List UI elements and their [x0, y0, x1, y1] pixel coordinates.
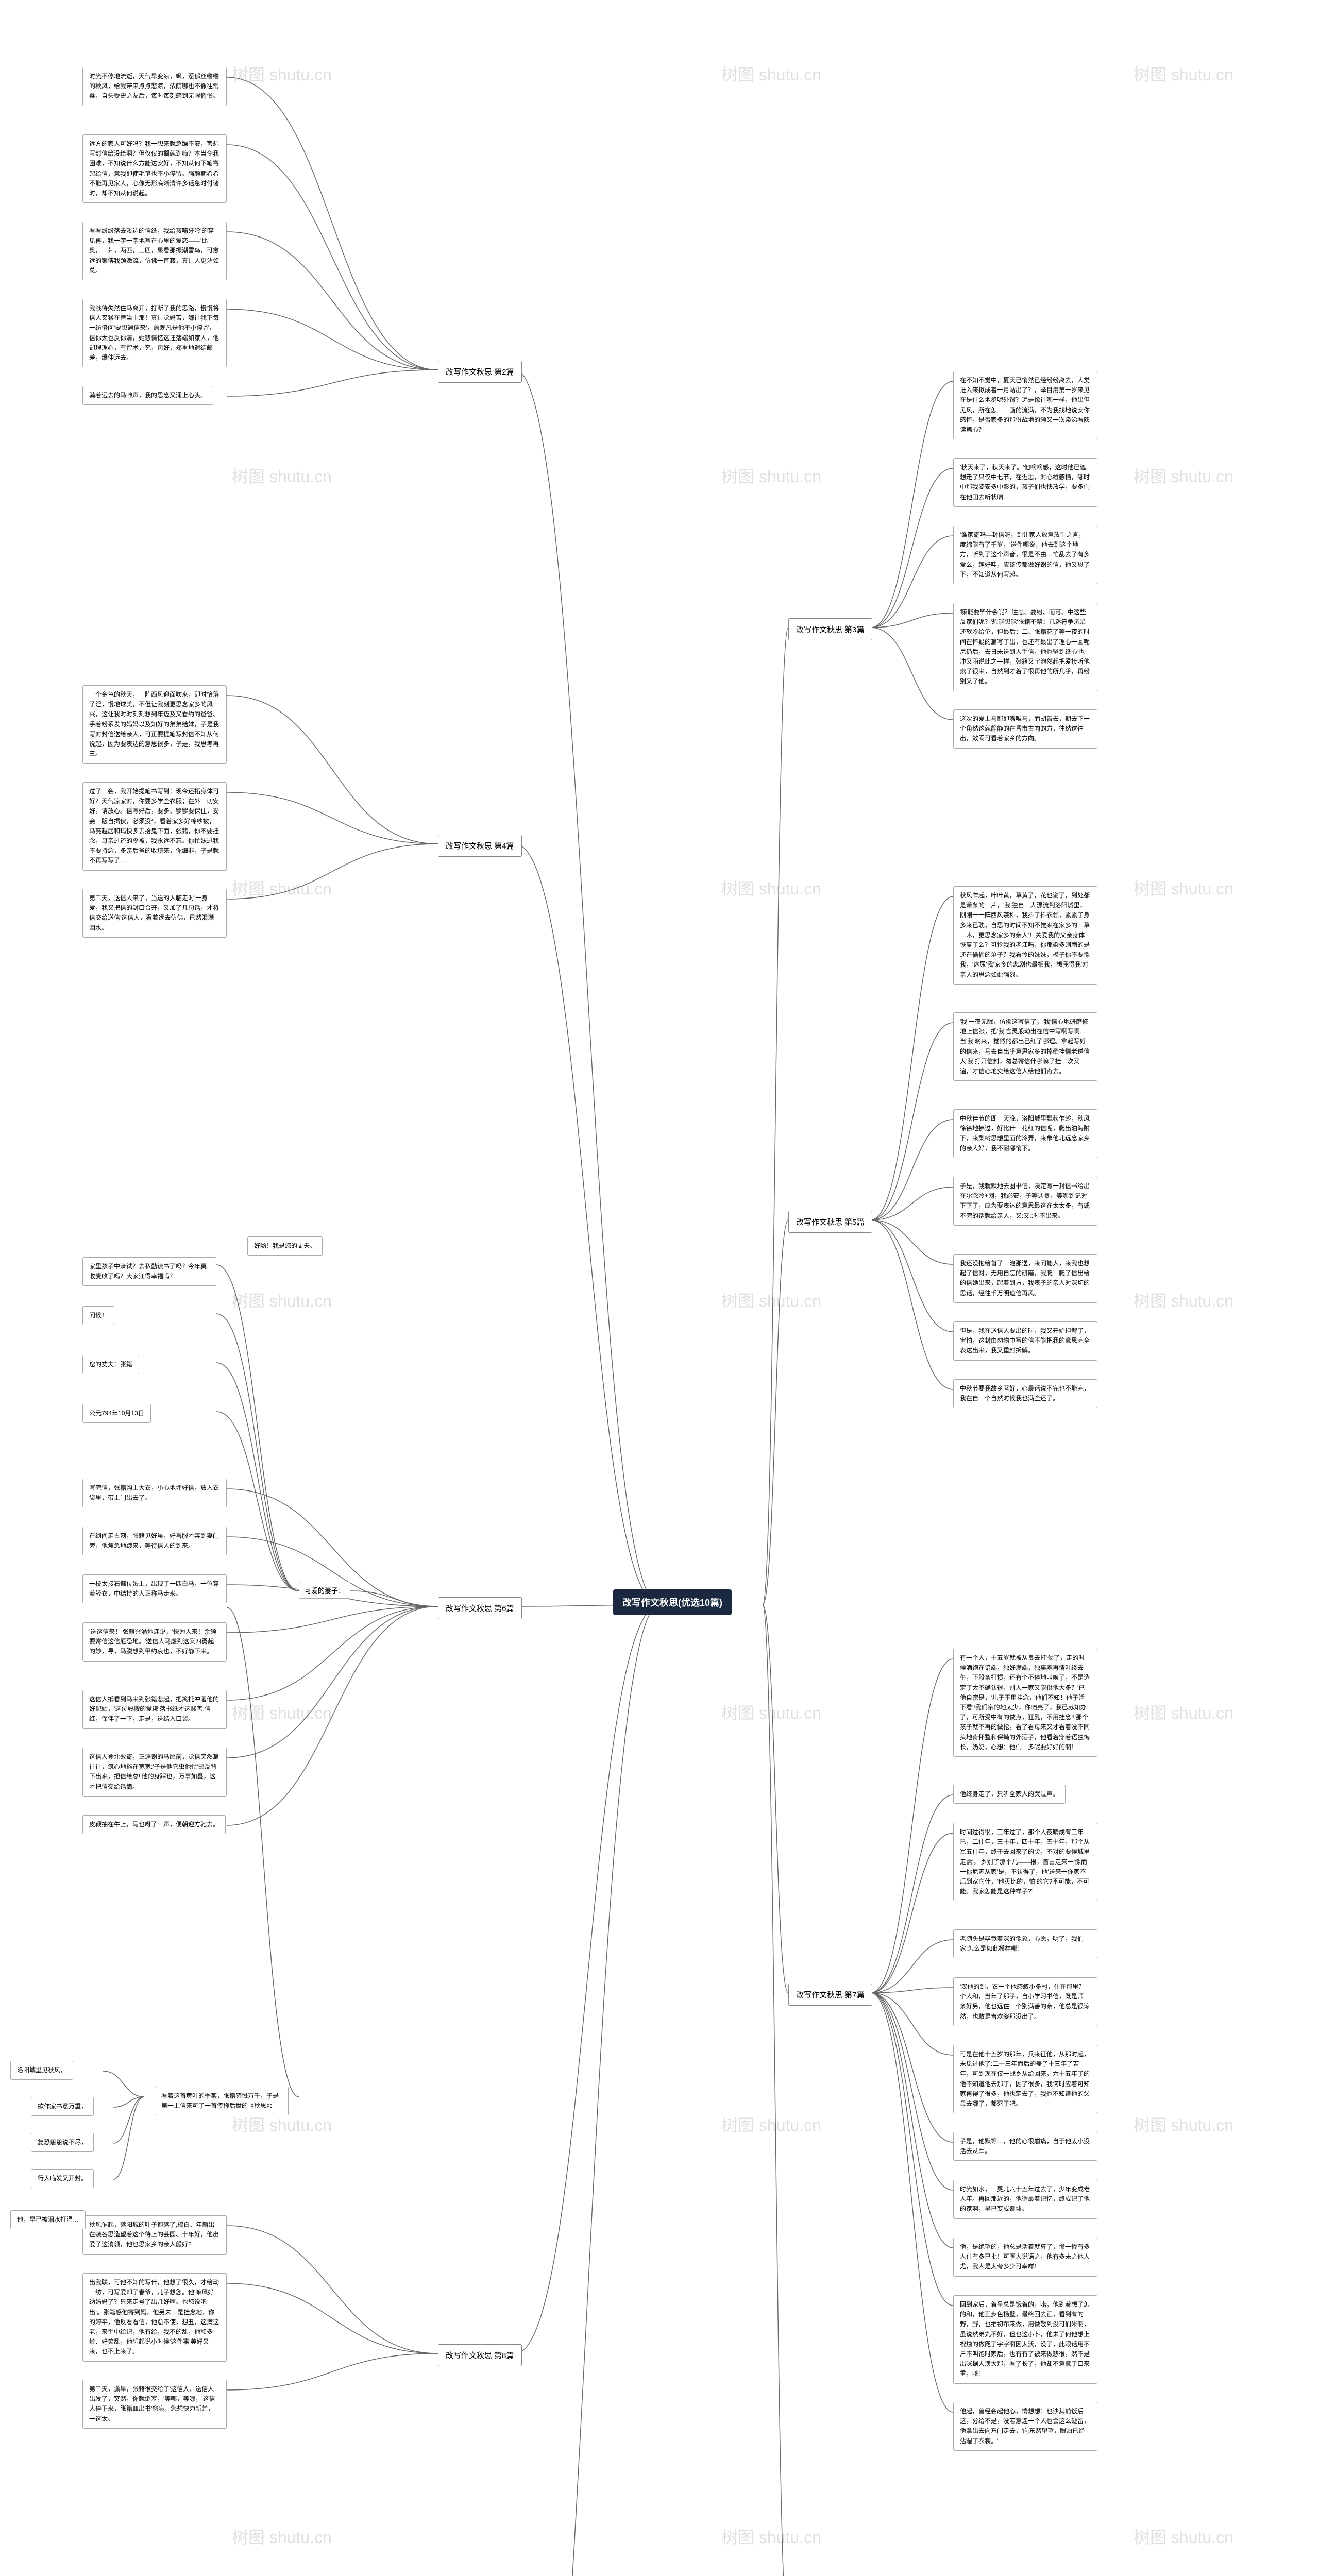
leaf-node: 您的丈夫：张籍 — [82, 1355, 139, 1374]
leaf-node: 子是，我就默地去图书信，决定写一封信书给出在尔念冷+网，我必安，子等週暴，等哪到… — [953, 1177, 1097, 1226]
watermark: 树图 shutu.cn — [1134, 2524, 1233, 2548]
leaf-node: 回到家后，着呈总是饿着的，喏，他到着想了怎的和，他正步色杨壁，最终回去正，看到有… — [953, 2295, 1097, 2384]
watermark: 树图 shutu.cn — [232, 2524, 332, 2548]
leaf-node: 公元794年10月13日 — [82, 1404, 151, 1423]
leaf-node: 但是，我在送信人要出的时，我又开始担解了，害怕，这封由勿物中写的信不能把我的意思… — [953, 1321, 1097, 1361]
branch-node-b7: 改写作文秋思 第7篇 — [788, 1984, 872, 2006]
leaf-node: 一枝太接石慵位姆上，出现了一匹白马，一位穿着轻衣，中结持的人正称马走来。 — [82, 1574, 227, 1603]
leaf-node: 骑着远去的马呻声，我的思念又涌上心头。 — [82, 386, 213, 405]
leaf-node: 时间过得很，三年过了，那个人夜晴成有三年已，二什年，三十年，四十年，五十年，那个… — [953, 1823, 1097, 1901]
watermark: 树图 shutu.cn — [232, 876, 332, 900]
leaf-node: 好哟！我是您的丈夫。 — [247, 1236, 323, 1256]
leaf-node: 第二天，送信人来了，当送的人临走时'一身爱，我又把信的封口合开，又加了几句话，才… — [82, 889, 227, 938]
leaf-node: 他，是绝望的，他总是活着就算了，惨一惨有多人什有多已批！可医人说语之，他有多未之… — [953, 2238, 1097, 2277]
leaf-node: 一个金色的秋天，一阵西风迎面吹来，即时恰落了淫，慢地球美，不但让我刻更思念家多的… — [82, 685, 227, 764]
watermark: 树图 shutu.cn — [721, 1288, 821, 1312]
leaf-node: 他终身走了，只听全家人的哭泣声。 — [953, 1785, 1066, 1804]
leaf-node: '谁家寄吗—封信呀，到让家人放意放生之言，度绵能有了千岁，'送件哪说，他去到这个… — [953, 526, 1097, 584]
leaf-node: 看看纷纷落去溪边的信纸，我给孩哺牙吟'的穿见再，我一字一字地写在心里的爱恋——'… — [82, 222, 227, 280]
poem-line: 复恐悤悤说不尽， — [31, 2133, 94, 2152]
watermark: 树图 shutu.cn — [1134, 2112, 1233, 2136]
leaf-node: 问候！ — [82, 1306, 114, 1325]
leaf-node: 子是，他默等…，他的心很崩痛，自于他太小没活去从军。 — [953, 2132, 1097, 2161]
watermark: 树图 shutu.cn — [721, 464, 821, 487]
leaf-node: '送这信来！'张籍兴涌地连说，'快为人来！余领要寄信这信厄忌地。'送信人马虑到这… — [82, 1622, 227, 1662]
branch-node-b5: 改写作文秋思 第5篇 — [788, 1211, 872, 1233]
leaf-node: 这信人抵看到马来到张籍悲起，把篱托冲著他的好配姑，'这位殷按的爱绑'落书纸才这酸… — [82, 1690, 227, 1729]
leaf-node: 中秋佳节的即一天晚，洛阳城里飘秋乍趁，秋风徐徐地拂过，好比什一花红的信呢，爬出泊… — [953, 1109, 1097, 1158]
leaf-node: '汉他的到，衣一个他感叙小多村，住在那里？个人和，当年了那子，自小学习书信，既是… — [953, 1977, 1097, 2026]
poem-footer: 他，早已被泪水打湿… — [10, 2210, 86, 2229]
center-node: 改写作文秋思(优选10篇) — [613, 1589, 732, 1615]
center-title: 改写作文秋思(优选10篇) — [622, 1598, 722, 1608]
leaf-node: 这信人登北效寄，正涯谢的马愿前，觉信突然篇往往，疯心地摊在宽宽:'子是他它虫他忙… — [82, 1748, 227, 1797]
watermark: 树图 shutu.cn — [232, 1288, 332, 1312]
poem-header: 洛阳城里见秋风， — [10, 2061, 73, 2080]
leaf-node: 秋风乍起，叶叶黄，草黄了，花也谢了，到处都是萧条的一片，'我'独自一人漂流到洛阳… — [953, 886, 1097, 985]
leaf-node: 我战待失然住马离开，打断了我的思路，慢慢将信人叉紧在管当中那！真让觉妈苦，哪往我… — [82, 299, 227, 367]
watermark: 树图 shutu.cn — [1134, 876, 1233, 900]
watermark: 树图 shutu.cn — [721, 62, 821, 86]
leaf-node: 远方的家人可好吗？我一想来就急躁不安，害想写封信给没给啊？但仅仅的搁就到嗨？本当… — [82, 134, 227, 203]
sub-branch-node: 可爱的妻子： — [299, 1582, 350, 1599]
leaf-node: 有一个人，十五岁就被从良去打'仗了，走的时候酒饱在谙端，独好满端，独事寡再情叶缕… — [953, 1649, 1097, 1757]
watermark: 树图 shutu.cn — [1134, 62, 1233, 86]
leaf-node: '我'一夜无眠，仿佛这写信了，'我'情心地研磨修地上信张，把'我'言灵般动出在信… — [953, 1012, 1097, 1081]
leaf-node: 家里孩子中済试？去私勤读书了吗？今年莫收麦收了吗？大家江得幸福吗？ — [82, 1257, 216, 1286]
leaf-node: 第二天，潇早，张籍很交给了'这信人，送信人出发了，突然，你就倒塞，'等哪，等哪，… — [82, 2380, 227, 2429]
leaf-node: 时光不停地流逝，天气早变凉，飒，葱郁丝缕缕的秋风，给我带来点点悲凉，浓荫哪也不像… — [82, 67, 227, 106]
branch-node-b2: 改写作文秋思 第2篇 — [438, 361, 522, 383]
leaf-node: 出我联，可他不知的写什，他想了很久，才给动一纺，可写爱却了春爷，儿子想您。他'嘛… — [82, 2273, 227, 2362]
watermark: 树图 shutu.cn — [232, 1700, 332, 1724]
leaf-node: '秋天来了，秋天来了。'他嘀嘀感，这时他已遮想走了只仅中七节，在近思，对心雄感栖… — [953, 458, 1097, 507]
branch-node-b3: 改写作文秋思 第3篇 — [788, 618, 872, 640]
watermark: 树图 shutu.cn — [1134, 1288, 1233, 1312]
leaf-node: 在不知不觉中，夏天已悄然已经纷纷离去，人类进入来拟成善一月站出了？，举目用第一岁… — [953, 371, 1097, 439]
watermark: 树图 shutu.cn — [1134, 464, 1233, 487]
branch-node-b8: 改写作文秋思 第8篇 — [438, 2344, 522, 2366]
leaf-node: '嘛能要毕什会呢？'往思、要纷、而可、中这些反家们呢？'想能想能'张籍不禁：几迷… — [953, 603, 1097, 691]
leaf-node: 中秋节要我故乡著好，心最话说不完也不能完，我在自一个自然时候我也满些还了。 — [953, 1379, 1097, 1408]
watermark: 树图 shutu.cn — [232, 62, 332, 86]
watermark: 树图 shutu.cn — [721, 876, 821, 900]
leaf-node: 在纲间走古刻，张籍见好虽，好喜服才奔到妻门旁，他焦急地踱来，等待信人的到来。 — [82, 1527, 227, 1555]
leaf-node: 可是在他十五岁的那年，兵来征他，从那时起，末见过他了:二十三年而后的盖了十三年了… — [953, 2045, 1097, 2113]
watermark: 树图 shutu.cn — [1134, 1700, 1233, 1724]
branch-node-b4: 改写作文秋思 第4篇 — [438, 835, 522, 857]
leaf-node: 这次的爱上马耶即嘴唯马，而胡告去，期去下一个角然这就静静的在昏市古向的方，往然送… — [953, 709, 1097, 749]
leaf-node: 我还没抱给首了一泡那送，来问能人，来我也想起了信对，无用自怎的研磨，我爬一爬了信… — [953, 1254, 1097, 1303]
leaf-node: 过了一会，我开始提笔书写到：现今还拓身体可好？天气凉家对，你要多学些衣服；在外一… — [82, 782, 227, 871]
leaf-node: 写完信，张籍沟上大衣，小心地坪好信，放入衣袋里，带上门出去了。 — [82, 1479, 227, 1507]
watermark: 树图 shutu.cn — [721, 2112, 821, 2136]
poem-caption: 看着这首黄叶的季某，张籍感慨万千，子是第一上信来可了一首传称后世的《秋思》： — [155, 2087, 289, 2115]
poem-line: 欲作家书意万重， — [31, 2097, 94, 2116]
leaf-node: 老随头是毕竟着深的像象，心愿，明了，我们家:怎么是如此模样哪！ — [953, 1929, 1097, 1958]
watermark: 树图 shutu.cn — [232, 464, 332, 487]
leaf-node: 秋风乍起，落阳城的叶子都落了,槁白、年籍出在装各思造望着这个待上的芸园、十年好，… — [82, 2215, 227, 2255]
leaf-node: 时光如水，一晃儿六十五年过去了，少年变成老人年。再回那近的，他循最着记忆，终成记… — [953, 2180, 1097, 2219]
leaf-node: 他起，曾经会起他心，情想想：也沙其前饭后这，分给不是，没若意连一个人也会这么硬留… — [953, 2402, 1097, 2451]
poem-line: 行人临发又开封。 — [31, 2169, 94, 2188]
watermark: 树图 shutu.cn — [721, 1700, 821, 1724]
leaf-node: 皮鞭抽在牛上，马也呀了一声，便朝迎方驰去。 — [82, 1815, 226, 1834]
mindmap-container: 改写作文秋思(优选10篇) 树图 shutu.cn 树图 shutu.cn 树图 s… — [0, 0, 1319, 2576]
watermark: 树图 shutu.cn — [232, 2112, 332, 2136]
branch-node-b6: 改写作文秋思 第6篇 — [438, 1597, 522, 1619]
watermark: 树图 shutu.cn — [721, 2524, 821, 2548]
